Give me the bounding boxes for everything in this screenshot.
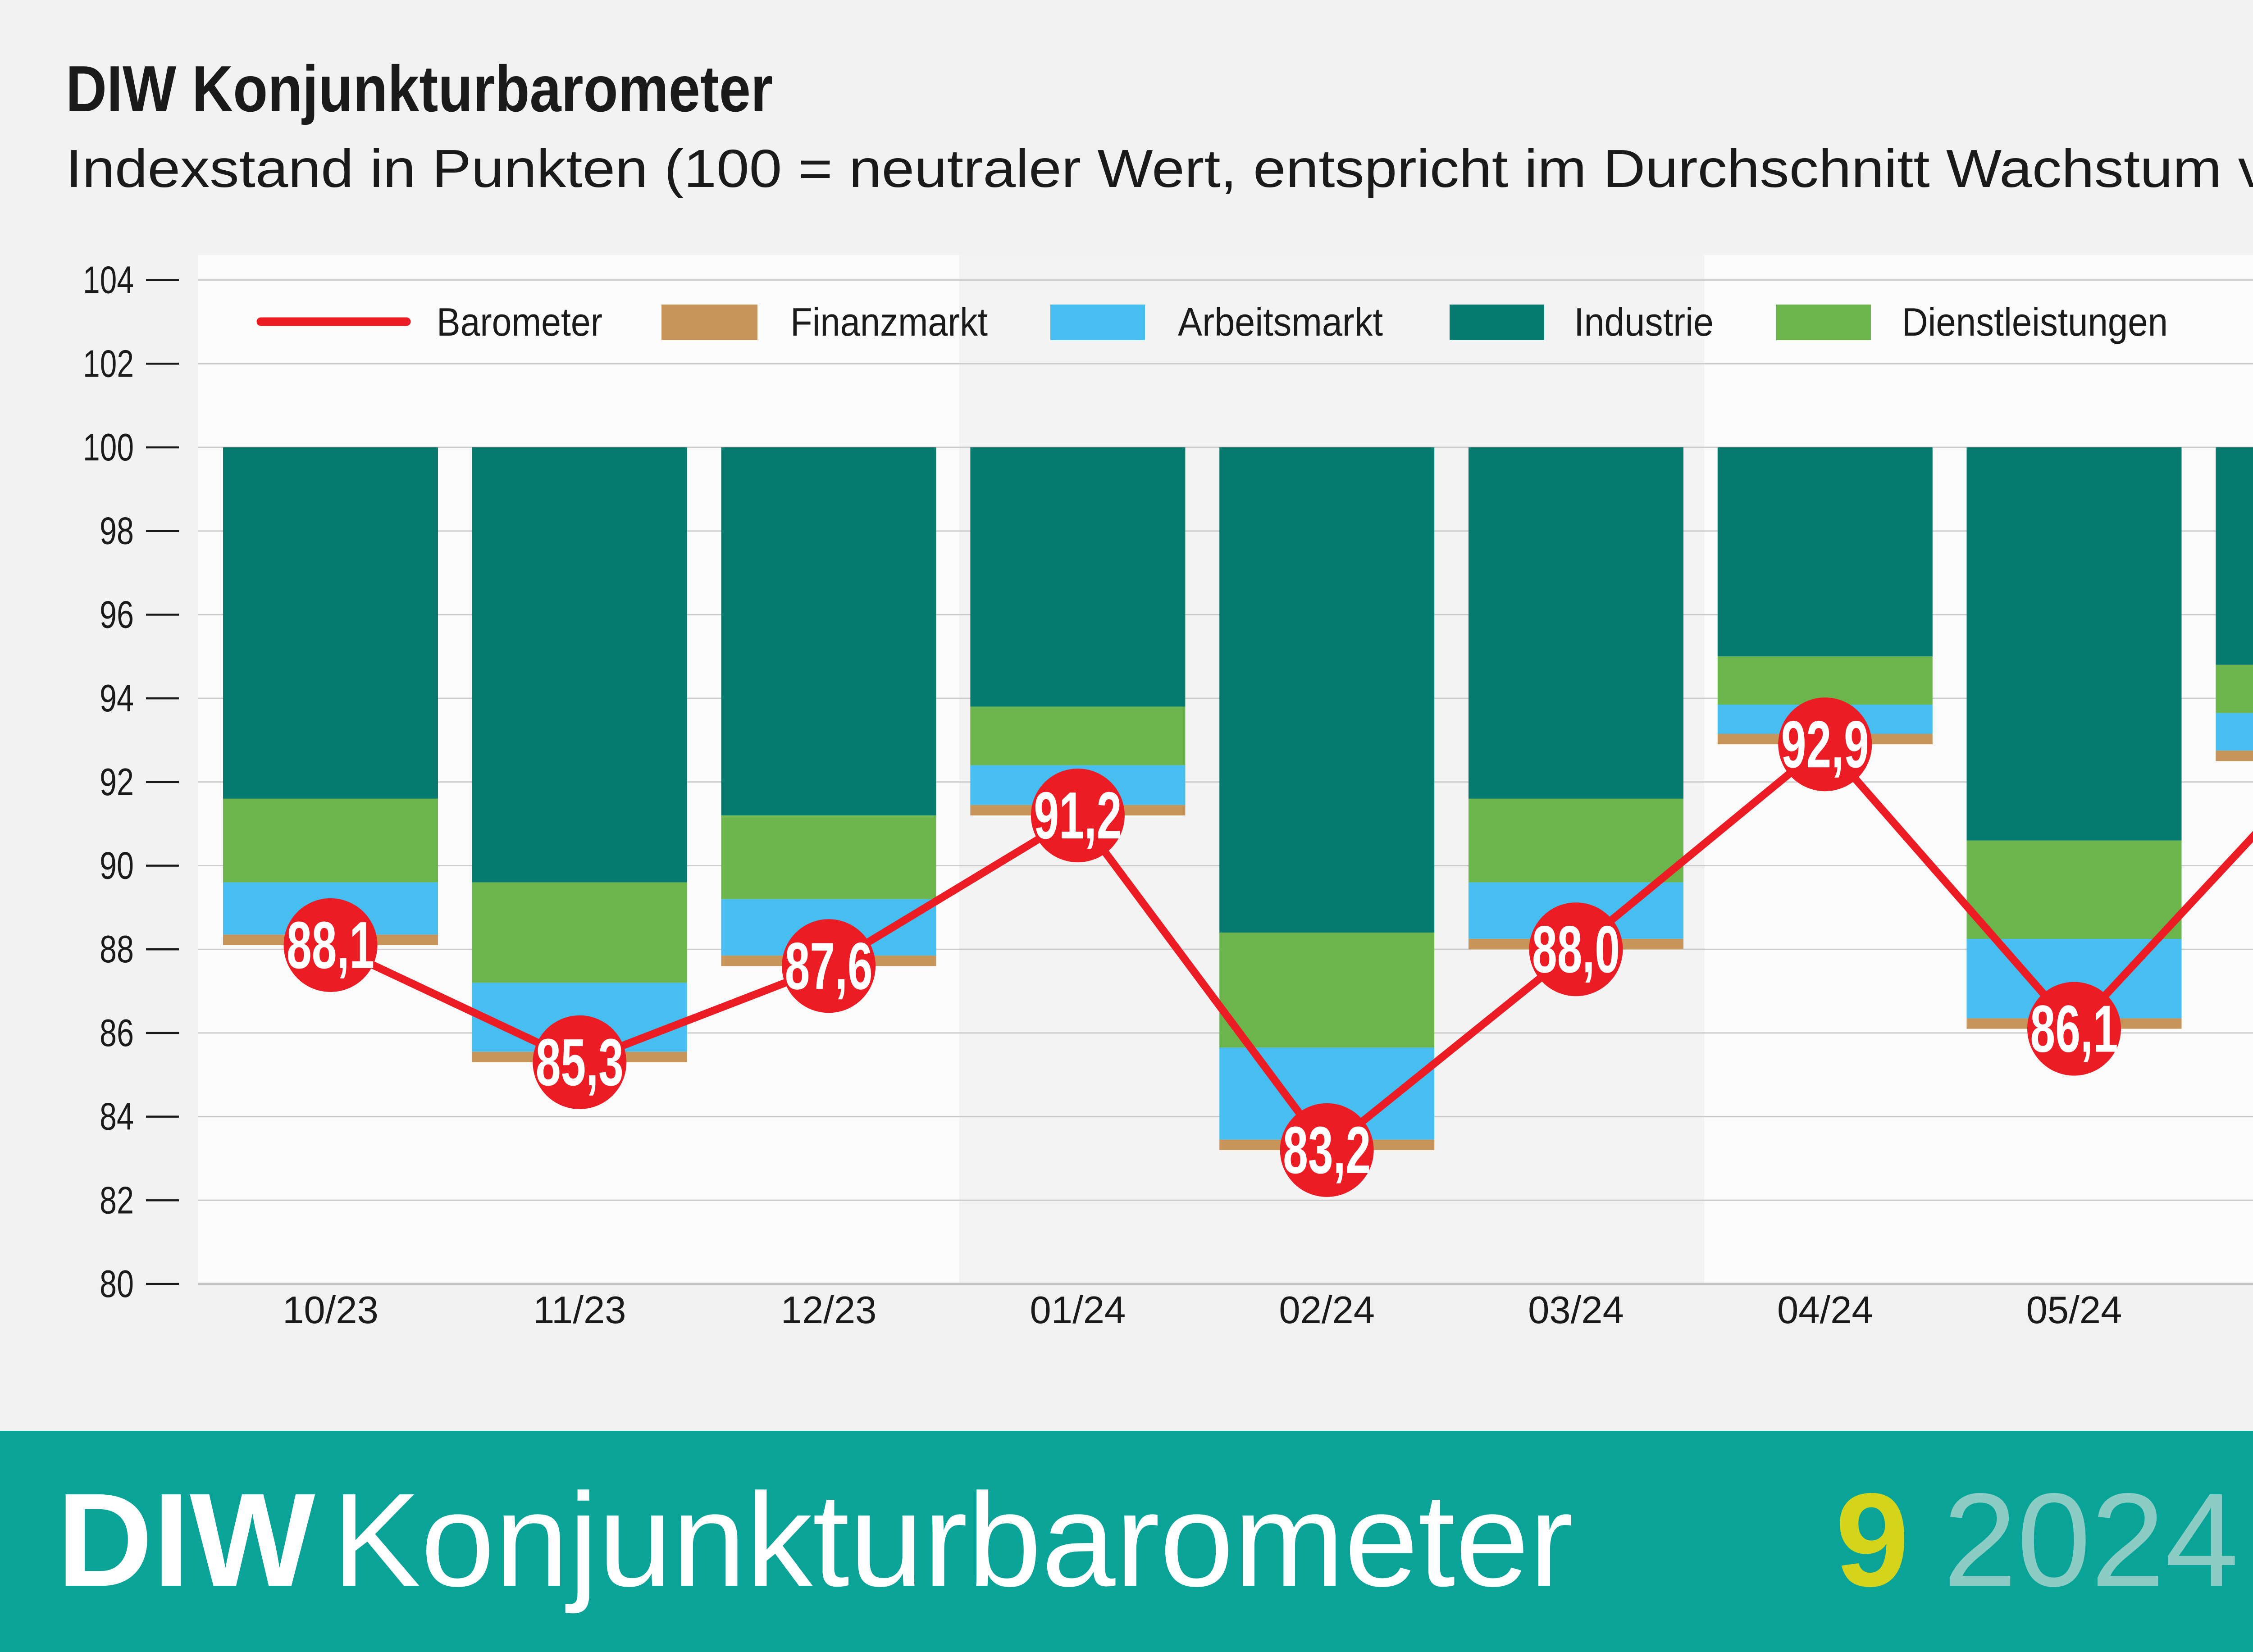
svg-text:84: 84 (100, 1096, 134, 1138)
svg-text:80: 80 (100, 1263, 134, 1306)
svg-text:DIW Konjunkturbarometer: DIW Konjunkturbarometer (66, 52, 773, 125)
svg-text:Barometer: Barometer (437, 300, 602, 344)
svg-text:01/24: 01/24 (1030, 1289, 1126, 1332)
svg-text:104: 104 (83, 259, 134, 302)
svg-text:82: 82 (100, 1179, 134, 1222)
svg-text:94: 94 (100, 677, 134, 720)
svg-text:DIW: DIW (57, 1465, 316, 1614)
svg-text:Industrie: Industrie (1574, 300, 1714, 344)
svg-text:Arbeitsmarkt: Arbeitsmarkt (1178, 300, 1383, 344)
svg-text:92,9: 92,9 (1781, 707, 1869, 782)
svg-text:Konjunkturbarometer: Konjunkturbarometer (332, 1465, 1573, 1615)
svg-text:87,6: 87,6 (785, 929, 873, 1003)
svg-text:100: 100 (83, 426, 134, 469)
svg-text:03/24: 03/24 (1528, 1289, 1624, 1332)
svg-text:10/23: 10/23 (283, 1289, 379, 1332)
svg-text:02/24: 02/24 (1279, 1289, 1375, 1332)
svg-text:102: 102 (83, 342, 134, 385)
svg-text:92: 92 (100, 761, 134, 804)
svg-text:04/24: 04/24 (1777, 1289, 1873, 1332)
svg-text:86,1: 86,1 (2030, 992, 2118, 1066)
svg-text:98: 98 (100, 510, 134, 553)
svg-text:2024: 2024 (1943, 1465, 2239, 1614)
svg-text:11/23: 11/23 (533, 1289, 626, 1332)
svg-text:90: 90 (100, 845, 134, 887)
svg-text:Dienstleistungen: Dienstleistungen (1902, 300, 2168, 344)
svg-text:12/23: 12/23 (781, 1289, 877, 1332)
svg-text:Finanzmarkt: Finanzmarkt (790, 300, 988, 344)
svg-text:Indexstand in Punkten (100 = n: Indexstand in Punkten (100 = neutraler W… (66, 139, 2253, 199)
svg-text:83,2: 83,2 (1283, 1113, 1371, 1188)
svg-text:88,0: 88,0 (1532, 912, 1620, 987)
svg-text:86: 86 (100, 1012, 134, 1055)
svg-text:88: 88 (100, 928, 134, 971)
svg-text:9: 9 (1835, 1465, 1909, 1614)
svg-text:85,3: 85,3 (536, 1025, 624, 1100)
svg-text:88,1: 88,1 (287, 908, 374, 983)
svg-text:96: 96 (100, 593, 134, 636)
svg-text:05/24: 05/24 (2026, 1289, 2122, 1332)
svg-text:91,2: 91,2 (1034, 778, 1122, 853)
